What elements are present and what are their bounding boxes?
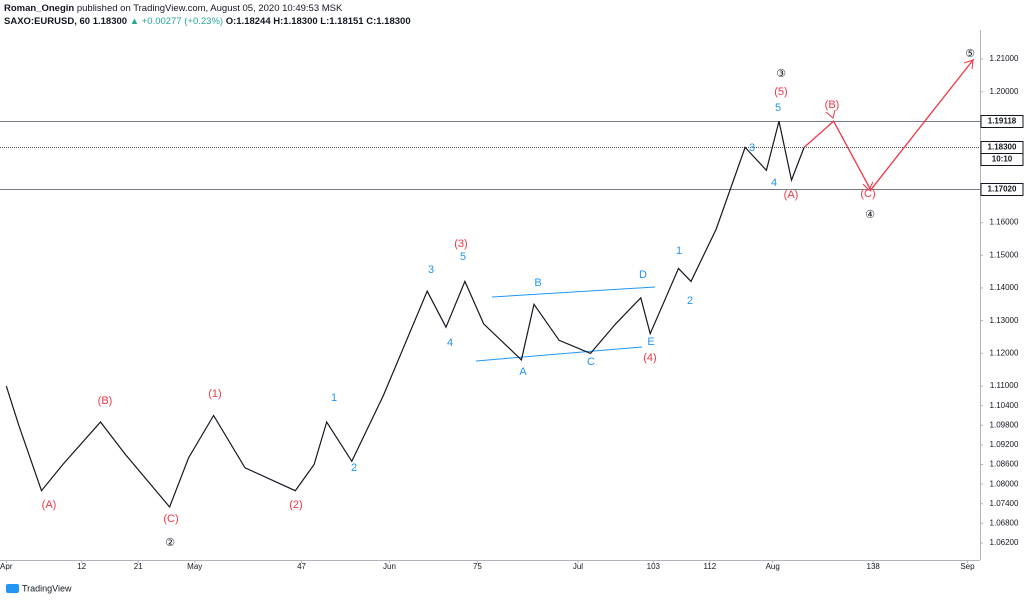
wave-label: 2 xyxy=(351,462,357,474)
level-label: 1.17020 xyxy=(988,185,1017,194)
wave-label: E xyxy=(647,336,654,348)
header-line-2: SAXO:EURUSD, 60 1.18300 ▲ +0.00277 (+0.2… xyxy=(4,16,411,27)
y-tick-label: 1.08600 xyxy=(990,460,1019,469)
y-tick-label: 1.11000 xyxy=(990,381,1019,390)
logo: TradingView xyxy=(6,583,72,593)
high: H:1.18300 xyxy=(273,16,318,27)
projection-line xyxy=(803,58,975,192)
x-tick-label: 138 xyxy=(867,562,881,571)
wave-label: (B) xyxy=(98,395,113,407)
y-tick-label: 1.12000 xyxy=(990,348,1019,357)
x-tick-label: 112 xyxy=(703,562,716,571)
wave-label: (5) xyxy=(774,86,787,98)
level-label-box xyxy=(980,183,1024,196)
wave-label: ⑤ xyxy=(965,48,975,60)
x-tick-label: 47 xyxy=(297,562,306,571)
y-tick-label: 1.15000 xyxy=(990,250,1019,259)
wave-label: (B) xyxy=(825,99,840,111)
wave-label: (A) xyxy=(42,499,57,511)
wave-label: 4 xyxy=(771,177,777,189)
wave-label: (4) xyxy=(643,352,656,364)
wave-label: 1 xyxy=(676,245,682,257)
x-tick-label: May xyxy=(187,562,202,571)
price-line xyxy=(5,121,805,509)
wave-label: 3 xyxy=(749,142,755,154)
y-tick-label: 1.10400 xyxy=(990,401,1019,410)
x-tick-label: Apr xyxy=(0,562,13,571)
wave-label: ③ xyxy=(776,68,786,80)
wave-label: 1 xyxy=(331,392,337,404)
wave-label: (C) xyxy=(860,188,875,200)
author: Roman_Onegin xyxy=(4,3,75,14)
y-tick-label: 1.06800 xyxy=(990,518,1019,527)
wave-label: 5 xyxy=(460,251,466,263)
publish-info: published on TradingView.com, August 05,… xyxy=(76,3,343,14)
footer-text: TradingView xyxy=(22,583,72,593)
wave-label: (2) xyxy=(289,499,302,511)
wave-label: 2 xyxy=(687,295,693,307)
logo-icon xyxy=(6,584,19,593)
wave-label: ④ xyxy=(865,209,875,221)
level-label: 1.19118 xyxy=(988,117,1017,126)
y-tick-label: 1.08000 xyxy=(990,479,1019,488)
y-tick-label: 1.13000 xyxy=(990,316,1019,325)
wave-label: 5 xyxy=(775,102,781,114)
change: +0.00277 (+0.23%) xyxy=(141,16,224,27)
channel-upper xyxy=(491,286,656,298)
wave-label: (A) xyxy=(784,189,799,201)
x-tick-label: Aug xyxy=(766,562,780,571)
y-tick-label: 1.21000 xyxy=(990,54,1019,63)
x-tick-label: 103 xyxy=(647,562,661,571)
x-tick-label: Jul xyxy=(573,562,583,571)
x-tick-label: 75 xyxy=(473,562,482,571)
wave-label: 4 xyxy=(447,337,453,349)
y-tick-label: 1.20000 xyxy=(990,87,1019,96)
wave-label: ② xyxy=(165,537,175,549)
y-tick-label: 1.06200 xyxy=(990,538,1019,547)
wave-label: C xyxy=(587,356,595,368)
y-tick-label: 1.09200 xyxy=(990,440,1019,449)
countdown-box xyxy=(980,153,1024,166)
y-tick-label: 1.14000 xyxy=(990,283,1019,292)
channel-lower xyxy=(475,346,643,362)
arrow-head xyxy=(825,109,836,119)
header-line-1: Roman_Onegin published on TradingView.co… xyxy=(4,3,342,14)
y-tick-label: 1.07400 xyxy=(990,499,1019,508)
wave-label: (C) xyxy=(163,513,178,525)
symbol: SAXO:EURUSD, 60 xyxy=(4,16,91,27)
x-tick-label: Sep xyxy=(960,562,975,571)
change-arrow: ▲ xyxy=(129,16,140,27)
level-label-box xyxy=(980,115,1024,128)
y-tick-label: 1.09800 xyxy=(990,420,1019,429)
x-tick-label: Jun xyxy=(383,562,396,571)
wave-label: (1) xyxy=(208,388,221,400)
close: C:1.18300 xyxy=(366,16,411,27)
wave-label: D xyxy=(639,269,647,281)
wave-label: 3 xyxy=(428,264,434,276)
x-tick-label: 21 xyxy=(134,562,143,571)
open: O:1.18244 xyxy=(225,16,271,27)
level-label: 1.18300 xyxy=(988,143,1017,152)
x-tick-label: 12 xyxy=(77,562,86,571)
countdown: 10:10 xyxy=(992,155,1013,164)
low: L:1.18151 xyxy=(320,16,364,27)
wave-label: B xyxy=(534,277,541,289)
wave-label: (3) xyxy=(454,238,467,250)
wave-label: A xyxy=(519,366,527,378)
last-price: 1.18300 xyxy=(92,16,128,27)
y-tick-label: 1.16000 xyxy=(990,218,1019,227)
